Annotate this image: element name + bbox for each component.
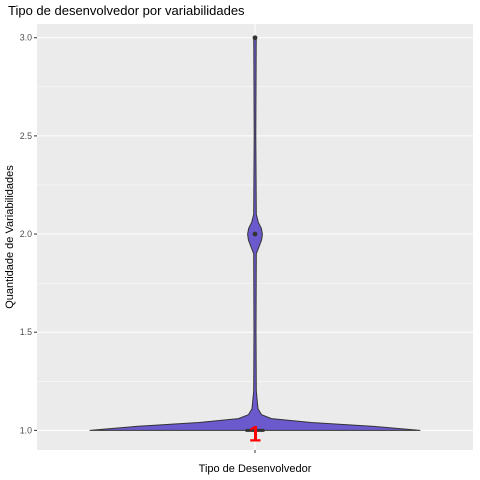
y-tick-label: 3.0 <box>20 33 32 43</box>
y-tick-label: 2.0 <box>20 229 32 239</box>
y-tick-label: 1.0 <box>20 425 32 435</box>
axes: 1.0 1.5 2.0 2.5 3.0 <box>20 33 256 453</box>
y-tick-label: 2.5 <box>20 131 32 141</box>
boxplot-layer <box>245 428 265 432</box>
annotation-label: 1 <box>249 421 261 446</box>
x-axis-title: Tipo de Desenvolvedor <box>199 463 312 475</box>
outlier-layer <box>252 35 258 237</box>
outlier-point <box>252 35 258 41</box>
y-axis-title: Quantidade de Variabilidades <box>4 165 16 309</box>
annotation-layer: 1 <box>249 421 261 446</box>
y-tick-label: 1.5 <box>20 327 32 337</box>
outlier-point <box>252 231 258 237</box>
chart-title: Tipo de desenvolvedor por variabilidades <box>8 3 245 18</box>
